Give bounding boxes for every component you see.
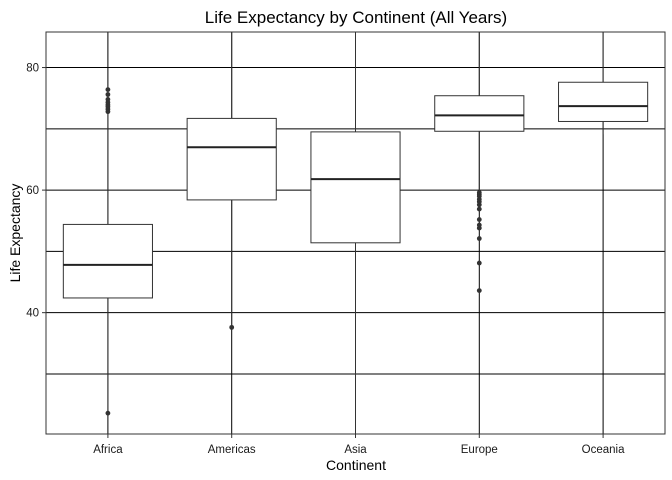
y-tick-label: 60	[26, 185, 39, 197]
y-axis-ticks: 40 60 80	[26, 63, 46, 320]
outlier-point	[476, 217, 482, 222]
outlier-point	[105, 87, 111, 93]
outlier-point	[476, 260, 482, 266]
box	[310, 131, 401, 244]
box	[434, 95, 525, 132]
box	[186, 117, 277, 201]
outlier-point	[476, 206, 482, 212]
outliers	[105, 87, 482, 416]
y-axis-title: Life Expectancy	[7, 184, 23, 283]
x-axis-title: Continent	[326, 457, 386, 473]
x-tick-label: Europe	[461, 444, 498, 456]
x-tick-label: Oceania	[582, 444, 625, 456]
x-tick-label: Africa	[93, 444, 123, 456]
y-tick-label: 40	[26, 308, 39, 320]
box	[558, 81, 649, 122]
outlier-point	[105, 97, 111, 102]
outlier-point	[105, 410, 111, 416]
box	[62, 223, 153, 299]
x-tick-label: Americas	[208, 444, 256, 456]
outlier-point	[476, 190, 482, 195]
y-tick-label: 80	[26, 63, 39, 75]
outlier-point	[476, 222, 482, 228]
outlier-point	[229, 324, 235, 330]
outlier-point	[476, 236, 482, 241]
chart-title: Life Expectancy by Continent (All Years)	[205, 8, 507, 27]
outlier-point	[476, 288, 482, 294]
x-tick-label: Asia	[344, 444, 367, 456]
boxes	[62, 32, 649, 434]
x-axis-ticks: Africa Americas Asia Europe Oceania	[93, 434, 625, 456]
outlier-point	[105, 92, 111, 97]
